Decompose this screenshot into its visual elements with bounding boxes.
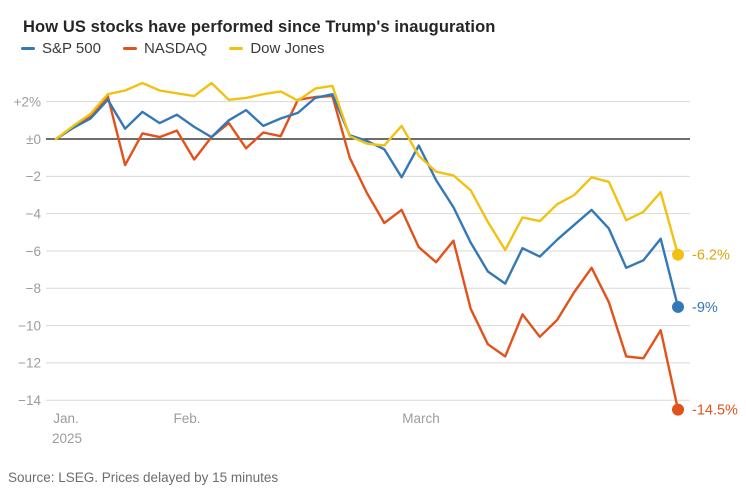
series-end-label-s-p-500: -9%: [692, 300, 718, 316]
series-endpoint-dot-s-p-500: [672, 300, 684, 313]
series-line-nasdaq: [54, 94, 680, 411]
legend-label: S&P 500: [42, 40, 101, 57]
series-endpoint-dot-dow-jones: [672, 248, 684, 261]
y-axis-tick-label: −4: [26, 206, 42, 221]
series-end-label-nasdaq: -14.5%: [692, 403, 738, 419]
legend-label: NASDAQ: [143, 40, 208, 57]
series-end-label-dow-jones: -6.2%: [692, 248, 730, 264]
x-axis-tick-label-year: 2025: [52, 431, 82, 446]
y-axis-tick-label: −6: [26, 244, 41, 259]
y-axis-tick-label: −2: [26, 169, 41, 184]
y-axis-tick-label: −8: [26, 281, 41, 296]
y-axis-tick-label: −12: [18, 356, 41, 371]
legend-swatch-nasdaq: [122, 46, 137, 51]
source-note: Source: LSEG. Prices delayed by 15 minut…: [8, 470, 279, 485]
legend-item-dow-jones: Dow Jones: [229, 40, 325, 57]
y-axis-tick-label: ±0: [26, 132, 41, 147]
y-axis-tick-label: +2%: [14, 94, 41, 109]
legend-item-nasdaq: NASDAQ: [122, 40, 208, 57]
chart-title: How US stocks have performed since Trump…: [23, 18, 496, 37]
series-line-dow-jones: [54, 81, 680, 256]
legend-label: Dow Jones: [250, 40, 325, 57]
x-axis-tick-label: Jan.: [53, 411, 79, 426]
x-axis-tick-label: March: [402, 411, 440, 426]
y-axis-tick-label: −10: [18, 318, 41, 333]
legend-swatch-s-p-500: [21, 46, 35, 51]
x-axis-tick-label: Feb.: [173, 411, 200, 426]
legend-swatch-dow-jones: [229, 46, 244, 51]
legend: S&P 500 NASDAQ Dow Jones: [21, 40, 325, 57]
series-endpoint-dot-nasdaq: [672, 403, 684, 416]
legend-item-s-p-500: S&P 500: [21, 40, 101, 57]
series-line-s-p-500: [54, 92, 680, 309]
y-axis-tick-label: −14: [18, 393, 41, 408]
